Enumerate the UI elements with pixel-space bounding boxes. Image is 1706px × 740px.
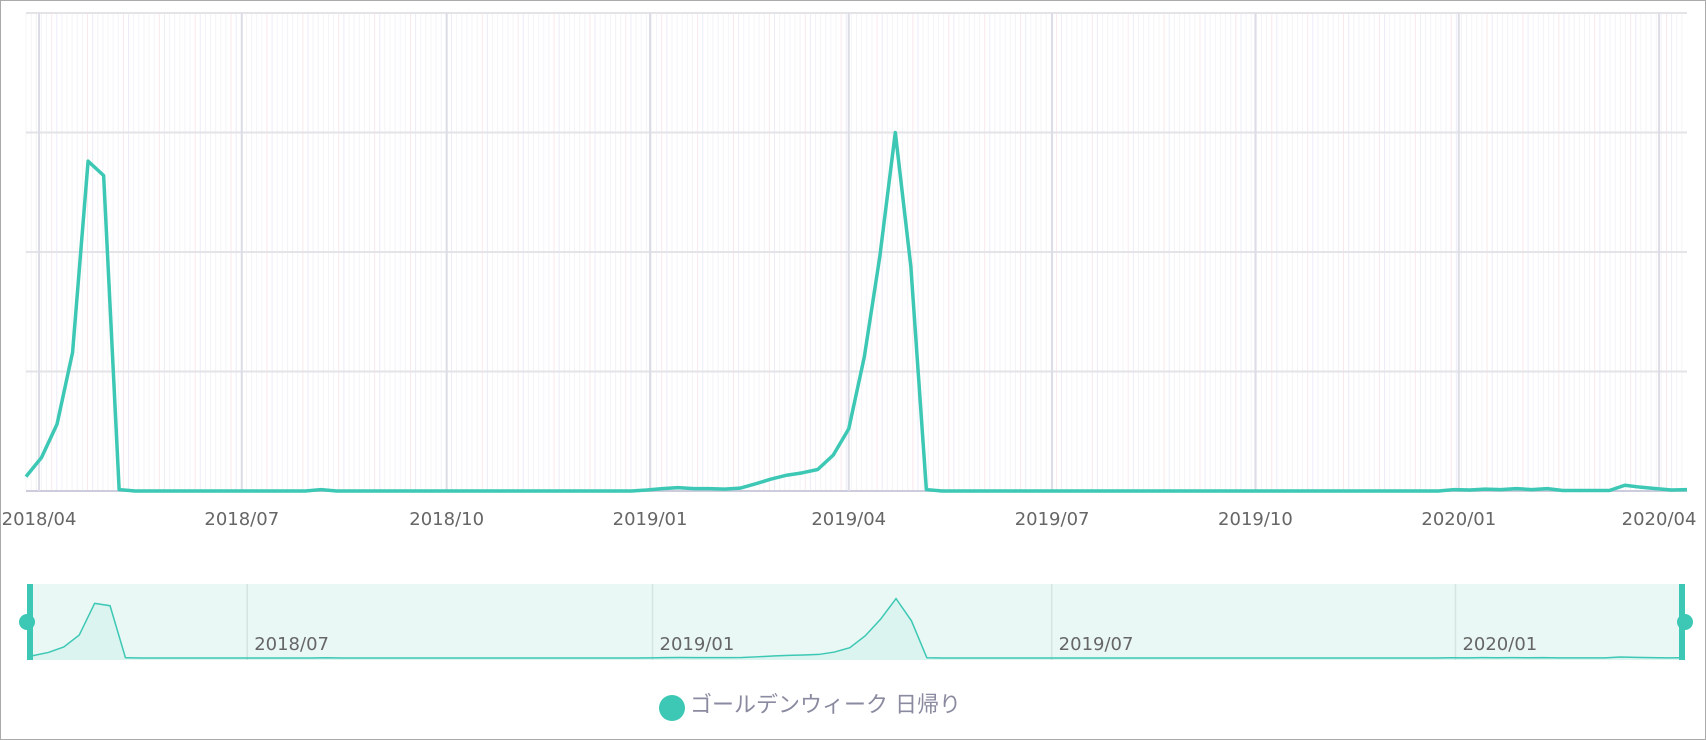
x-tick-label: 2019/10 xyxy=(1218,509,1293,530)
legend-marker[interactable] xyxy=(659,695,685,721)
navigator-knob-left[interactable] xyxy=(19,614,35,630)
x-tick-label: 2019/04 xyxy=(811,509,886,530)
navigator-line xyxy=(32,597,1683,659)
plot: 2018/04 2018/07 2018/10 2019/01 2019/04 2019/… xyxy=(2,130,1697,530)
navigator-content: 2018/07 2019/01 2019/07 2020/01 xyxy=(32,584,1683,660)
navigator-tick-label: 2019/01 xyxy=(660,634,735,655)
navigator-tick-label: 2019/07 xyxy=(1059,634,1134,655)
navigator-area xyxy=(33,598,1682,660)
x-tick-label: 2018/10 xyxy=(409,509,484,530)
x-tick-label: 2018/04 xyxy=(2,509,77,530)
x-tick-label: 2018/07 xyxy=(204,509,279,530)
navigator[interactable] xyxy=(30,584,1682,660)
navigator-tick-label: 2018/07 xyxy=(254,634,329,655)
series-line xyxy=(24,130,1688,493)
navigator-knob-right[interactable] xyxy=(1677,614,1693,630)
navigator-tick-label: 2020/01 xyxy=(1462,634,1537,655)
x-tick-label: 2020/04 xyxy=(1622,509,1697,530)
x-tick-label: 2020/01 xyxy=(1421,509,1496,530)
legend-label[interactable]: ゴールデンウィーク 日帰り xyxy=(690,693,961,718)
x-tick-label: 2019/01 xyxy=(613,509,688,530)
x-tick-label: 2019/07 xyxy=(1015,509,1090,530)
